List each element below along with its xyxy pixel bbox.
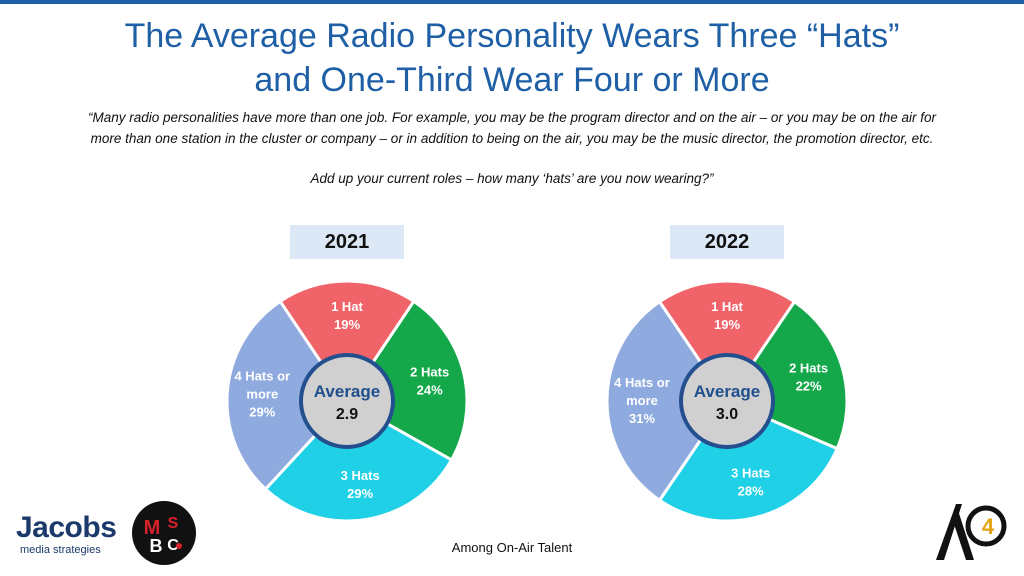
title-line-2: and One-Third Wear Four or More <box>254 61 770 99</box>
slide-title: The Average Radio Personality Wears Thre… <box>0 14 1024 102</box>
donut-chart-2021: 1 Hat 19% 2 Hats 24% 3 Hats 29% 4 Hats or more 2… <box>225 279 469 523</box>
slice-category-label: 1 Hat <box>711 299 743 314</box>
pie-slice-3-hats <box>263 399 454 523</box>
center-average-circle <box>299 353 395 449</box>
year-label-2021: 2021 <box>290 225 404 259</box>
slice-value-label: 19% <box>334 317 360 332</box>
pie-slice-4-hats-or-more <box>225 299 349 492</box>
msbc-logo: M S B C <box>132 501 196 565</box>
slice-category-label: 2 Hats <box>410 364 449 379</box>
title-line-1: The Average Radio Personality Wears Thre… <box>124 17 900 55</box>
slice-value-label: 31% <box>629 411 655 426</box>
a4-logo: 4 <box>936 504 1007 560</box>
svg-text:B: B <box>150 536 163 556</box>
slice-category-label: 2 Hats <box>789 360 828 375</box>
slice-value-label: 19% <box>714 317 740 332</box>
center-average-value: 3.0 <box>716 406 738 423</box>
slice-category-label: more <box>626 393 658 408</box>
svg-text:C: C <box>167 537 179 554</box>
center-average-value: 2.9 <box>336 406 358 423</box>
center-average-label: Average <box>694 382 760 401</box>
top-rule <box>0 0 1024 4</box>
jacobs-media-logo: Jacobs media strategies <box>16 512 128 562</box>
slice-category-label: 4 Hats or <box>234 368 290 383</box>
slice-value-label: 24% <box>417 382 443 397</box>
slice-value-label: 29% <box>347 486 373 501</box>
pie-slice-1-hat <box>657 279 797 404</box>
svg-text:M: M <box>144 517 161 539</box>
slice-value-label: 29% <box>249 404 275 419</box>
svg-text:S: S <box>168 515 179 532</box>
pie-slice-4-hats-or-more <box>605 299 729 503</box>
year-label-2022: 2022 <box>670 225 784 259</box>
survey-question-prompt: Add up your current roles – how many ‘ha… <box>310 171 714 186</box>
slice-category-label: 4 Hats or <box>614 375 670 390</box>
slice-category-label: 3 Hats <box>731 466 770 481</box>
slice-value-label: 28% <box>738 484 764 499</box>
donut-chart-2022: 1 Hat 19% 2 Hats 22% 3 Hats 28% 4 Hats or more 3… <box>605 279 849 523</box>
slice-category-label: 1 Hat <box>331 299 363 314</box>
jacobs-logo-name: Jacobs <box>16 511 117 544</box>
base-footnote: Among On-Air Talent <box>451 540 573 555</box>
center-average-label: Average <box>314 382 380 401</box>
pie-slice-1-hat <box>278 279 416 404</box>
slice-value-label: 22% <box>796 378 822 393</box>
pie-slice-3-hats <box>657 399 840 523</box>
slice-category-label: 3 Hats <box>341 468 380 483</box>
center-average-circle <box>679 353 775 449</box>
pie-slice-2-hats <box>344 299 469 462</box>
quote-line-1: “Many radio personalities have more than… <box>88 110 936 125</box>
svg-text:4: 4 <box>982 514 995 539</box>
slice-category-label: more <box>246 386 278 401</box>
jacobs-logo-tagline: media strategies <box>20 544 101 556</box>
quote-line-2: more than one station in the cluster or … <box>90 131 934 146</box>
survey-question-quote: “Many radio personalities have more than… <box>40 107 984 149</box>
